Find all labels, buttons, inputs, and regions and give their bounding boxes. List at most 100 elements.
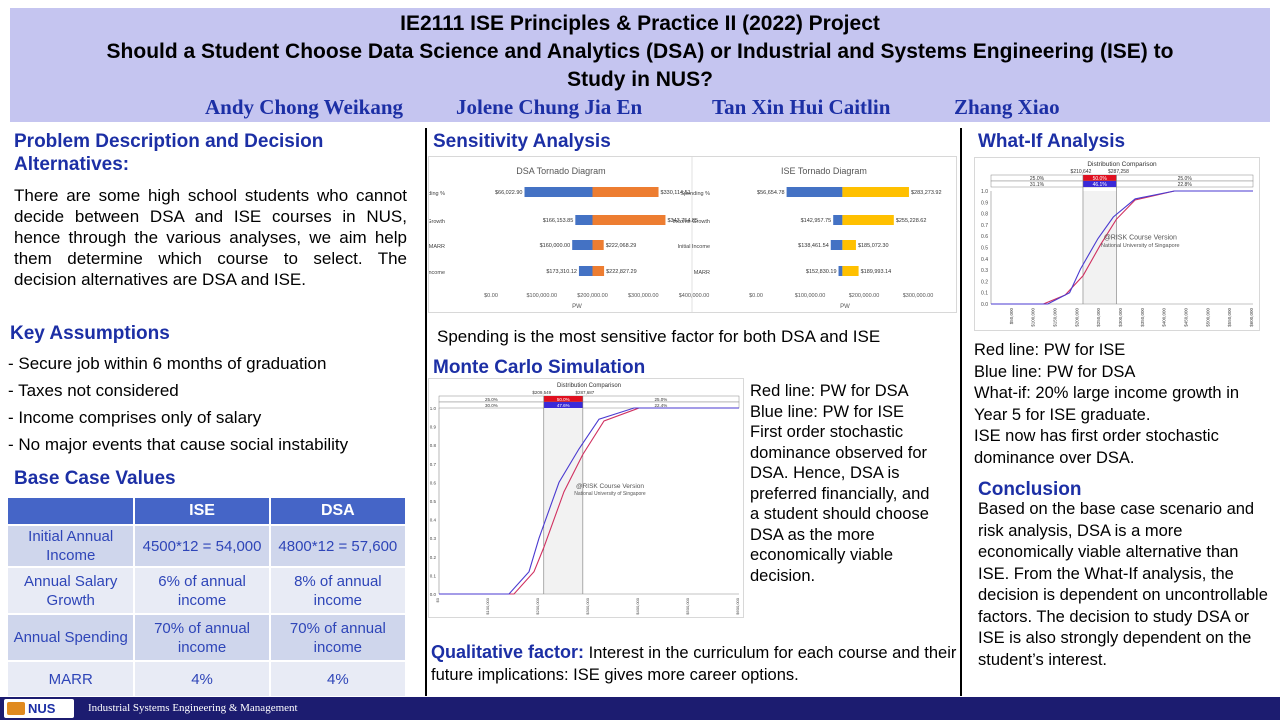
dist-y-tick: 0.2 (981, 279, 988, 285)
dist-middle-band (543, 408, 583, 594)
table-row: MARR 4% 4% (5, 660, 408, 698)
dist-x-tick: $150,000 (1053, 308, 1058, 327)
assumption-item: - Secure job within 6 months of graduati… (8, 354, 327, 373)
monte-carlo-chart: Distribution Comparison $209,549 $287,687 2… (428, 378, 744, 618)
tornado-bar-low (833, 215, 843, 225)
dsa-tornado-title: DSA Tornado Diagram (516, 166, 605, 176)
nus-crest-icon (7, 702, 25, 715)
dist-watermark: @RISK Course Version (1104, 235, 1177, 242)
tornado-bar-high (842, 240, 856, 250)
dist-marker-label: $287,687 (575, 390, 594, 395)
dist-x-tick: $0 (435, 597, 440, 602)
tornado-high-label: $343,754.85 (667, 218, 698, 224)
qualitative-text: Interest in the curriculum for each cour… (431, 644, 957, 684)
tornado-bar-high (842, 187, 909, 197)
problem-body: There are some high school students who … (14, 186, 407, 289)
dist-marker-label: $209,549 (532, 390, 551, 395)
dist-x-tick: $400,000 (1162, 308, 1167, 327)
table-header: DSA (268, 496, 408, 526)
conclusion-heading: Conclusion (978, 479, 1082, 500)
tornado-svg: DSA Tornado Diagram ISE Tornado Diagram … (408, 157, 942, 312)
tornado-low-label: $142,957.75 (801, 218, 832, 224)
author-1: Andy Chong Weikang (205, 95, 404, 119)
authors: Andy Chong Weikang Jolene Chung Jia En T… (0, 95, 1280, 123)
tornado-bar-low (578, 266, 593, 276)
dist-x-tick: $200,000 (535, 597, 540, 614)
dist-x-tick: $500,000 (685, 597, 690, 614)
dist-x-tick: $350,000 (1140, 308, 1145, 327)
column-divider-left (425, 128, 427, 696)
table-header: ISE (133, 496, 271, 526)
dist-y-tick: 0.2 (430, 555, 437, 560)
poster-title-line2: Should a Student Choose Data Science and… (106, 40, 1174, 63)
tornado-high-label: $222,068.29 (606, 243, 637, 249)
dist-y-tick: 0.5 (430, 499, 437, 504)
dist-chart-title: Distribution Comparison (1087, 161, 1157, 168)
mc-note-red: Red line: PW for DSA (750, 382, 909, 400)
tornado-high-label: $189,993.14 (861, 269, 892, 275)
what-if-heading: What-If Analysis (978, 131, 1126, 152)
dist-y-tick: 0.0 (981, 302, 988, 308)
tornado-category-label: Initial Income (429, 270, 445, 276)
tornado-high-label: $330,114.51 (661, 190, 691, 196)
dsa-axis-label: PW (572, 304, 582, 310)
dist-blue-curve (439, 407, 739, 595)
tornado-bar-high (592, 266, 605, 276)
table-cell: 4500*12 = 54,000 (133, 524, 271, 568)
footer-bar: NUS Industrial Systems Engineering & Man… (0, 697, 1280, 720)
wi-note-red: Red line: PW for ISE (974, 341, 1126, 359)
sensitivity-caption: Spending is the most sensitive factor fo… (437, 327, 881, 346)
tornado-high-label: $185,072.30 (858, 243, 889, 249)
ise-tornado-plot: Spending % $56,654.78 $283,273.92 Income Gr… (673, 187, 942, 299)
dist-pct-row2-band (543, 402, 583, 408)
dist-pct-label: 30.0% (485, 403, 498, 408)
base-case-table: ISE DSA Initial Annual Income 4500*12 = … (5, 496, 408, 698)
dist-y-tick: 0.9 (430, 425, 437, 430)
tornado-tick-label: $300,000.00 (903, 293, 934, 299)
tornado-tick-label: $0.00 (484, 293, 498, 299)
problem-heading-line1: Problem Description and Decision (14, 131, 324, 152)
tornado-low-label: $138,461.54 (798, 243, 829, 249)
table-cell: 70% of annual income (133, 613, 271, 662)
tornado-low-label: $66,022.90 (495, 190, 523, 196)
dist-y-tick: 0.7 (430, 462, 437, 467)
tornado-category-label: MARR (694, 270, 710, 276)
dist-pct-label: 22.8% (1178, 182, 1193, 188)
dist-pct-label: 50.0% (557, 397, 570, 402)
table-cell: 4800*12 = 57,600 (268, 524, 408, 568)
table-row: Annual Spending 70% of annual income 70%… (5, 613, 408, 662)
tornado-category-label: Spending % (680, 191, 710, 197)
dist-pct-row1-band (1082, 175, 1117, 181)
dist-x-tick: $250,000 (1096, 308, 1101, 327)
tornado-tick-label: $100,000.00 (795, 293, 826, 299)
tornado-category-label: MARR (429, 244, 445, 250)
dist-watermark: National University of Singapore (574, 491, 646, 497)
table-cell: MARR (5, 660, 136, 698)
table-cell: 70% of annual income (268, 613, 408, 662)
dist-red-curve (439, 407, 739, 595)
dist-pct-label: 25.0% (655, 397, 668, 402)
dist-y-tick: 0.1 (981, 291, 988, 297)
footer-department: Industrial Systems Engineering & Managem… (88, 702, 298, 714)
sensitivity-heading: Sensitivity Analysis (433, 131, 611, 152)
tornado-bar-high (592, 215, 666, 225)
dist-y-tick: 0.3 (981, 268, 988, 274)
header-banner: IE2111 ISE Principles & Practice II (202… (10, 8, 1270, 122)
dist-x-tick: $300,000 (585, 597, 590, 614)
table-cell: 6% of annual income (133, 566, 271, 615)
wi-note-blue: Blue line: PW for DSA (974, 362, 1136, 381)
tornado-tick-label: $400,000.00 (679, 293, 710, 299)
dist-y-tick: 0.8 (981, 212, 988, 218)
assumptions-list: - Secure job within 6 months of graduati… (8, 350, 418, 458)
tornado-bar-low (572, 240, 593, 250)
dist-pct-label: 50.0% (1093, 176, 1108, 182)
dist-pct-row2-band (1082, 181, 1117, 187)
qualitative-label: Qualitative factor: (431, 642, 585, 662)
assumption-item: - Taxes not considered (8, 381, 179, 400)
dist-x-tick: $550,000 (1227, 308, 1232, 327)
tornado-category-label: Spending % (429, 191, 445, 197)
dist-x-tick: $50,000 (1009, 308, 1014, 325)
tornado-category-label: Income Growth (429, 219, 445, 225)
conclusion-body: Based on the base case scenario and risk… (978, 500, 1268, 669)
problem-heading: Problem Description and Decision Alterna… (14, 130, 414, 176)
